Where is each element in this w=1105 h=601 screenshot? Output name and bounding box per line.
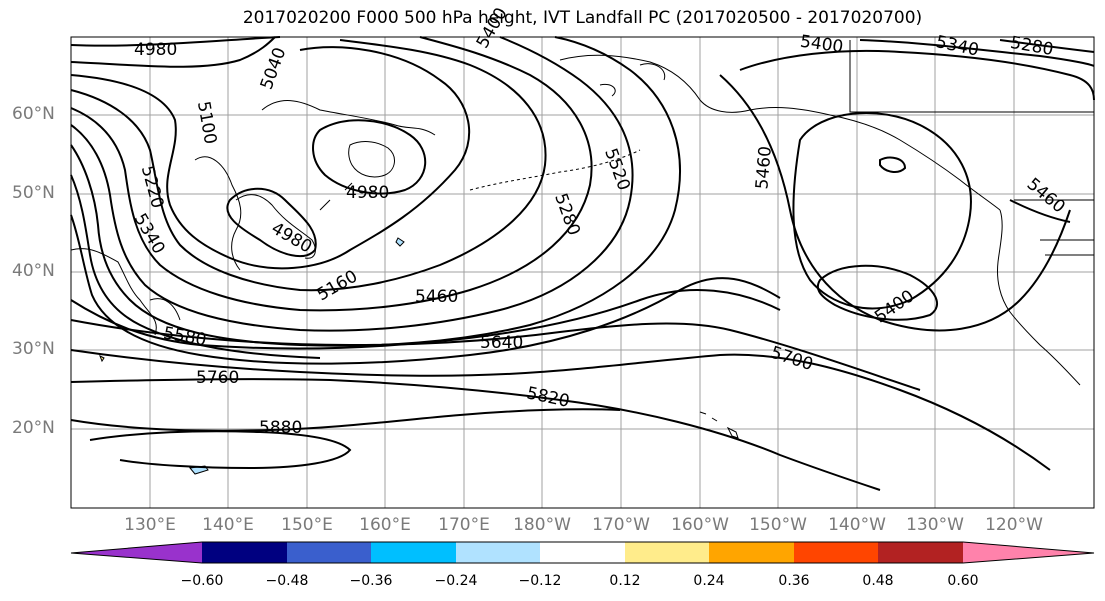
lon-label: 150°E <box>281 515 333 535</box>
coast-kurils <box>319 182 353 211</box>
colorbar-tick-label: −0.60 <box>180 573 224 589</box>
contour-label: 4980 <box>346 183 389 203</box>
coast-north-america <box>997 209 1081 386</box>
coast-alaska <box>559 54 1001 211</box>
colorbar-tick-label: 0.24 <box>693 573 725 589</box>
contour-label: 5640 <box>480 333 523 353</box>
colorbar-tick-label: 0.48 <box>862 573 894 589</box>
lon-label: 170°E <box>438 515 490 535</box>
lon-label: 130°E <box>124 515 176 535</box>
contour-label: 5460 <box>752 145 776 190</box>
colorbar-segment <box>709 542 794 563</box>
colorbar-segment <box>202 542 287 563</box>
borders <box>849 40 1094 256</box>
contour-5160 <box>70 39 547 292</box>
lat-label: 20°N <box>12 418 55 438</box>
lon-label: 140°W <box>828 515 886 535</box>
colorbar-segment <box>878 542 963 563</box>
contour-5100 <box>70 46 471 270</box>
map-frame <box>70 36 1095 509</box>
contour-5880 <box>89 430 352 470</box>
contour-5400-low <box>816 264 939 321</box>
contour-label: 5880 <box>259 418 302 438</box>
colorbar-extend-low <box>71 542 202 563</box>
lon-label: 140°E <box>202 515 254 535</box>
colorbar-tick-label: −0.36 <box>349 573 393 589</box>
lon-label: 130°W <box>906 515 964 535</box>
contour-label: 5760 <box>196 368 239 388</box>
contour-5400-east <box>739 49 1095 101</box>
contour-5520-east <box>719 74 1071 332</box>
contour-5280 <box>70 36 634 332</box>
colorbar-tick-label: −0.12 <box>518 573 562 589</box>
contour-5040 <box>70 36 276 68</box>
lat-label: 60°N <box>12 104 55 124</box>
colorbar-outline <box>70 541 1095 564</box>
coast-aleutians <box>469 149 641 191</box>
contour-5460-gyre <box>792 112 972 310</box>
lon-label: 160°W <box>671 515 729 535</box>
graticule <box>71 37 1094 508</box>
contour-4980-north <box>70 36 281 47</box>
contour-5340-east <box>859 39 1095 67</box>
map-title: 2017020200 F000 500 hPa height, IVT Land… <box>242 8 923 28</box>
lon-label: 150°W <box>749 515 807 535</box>
contour-5580 <box>70 288 781 350</box>
contour-5700 <box>70 349 1051 471</box>
contour-5820 <box>70 408 621 432</box>
island-midway <box>395 237 405 247</box>
contour-5640 <box>70 319 921 391</box>
contour-label: 4980 <box>134 40 177 60</box>
lat-label: 40°N <box>12 261 55 281</box>
colorbar-tick-label: 0.60 <box>947 573 979 589</box>
contour-4980-low-okhotsk <box>226 187 317 258</box>
contour-label: 5460 <box>415 287 458 307</box>
coast-okhotsk <box>235 194 316 259</box>
lon-label: 170°W <box>592 515 650 535</box>
colorbar-segment <box>794 542 878 563</box>
contour-5220 <box>70 36 593 312</box>
lon-label: 180°W <box>513 515 571 535</box>
lon-label: 160°E <box>359 515 411 535</box>
contour-5340-small <box>879 156 907 173</box>
contour-5460-east <box>1009 199 1071 223</box>
contour-5760 <box>70 378 881 491</box>
contour-5400-west <box>70 174 321 359</box>
lat-label: 50°N <box>12 183 55 203</box>
coast-kamchatka <box>348 141 395 178</box>
height-contours <box>70 36 1095 491</box>
lon-label: 120°W <box>985 515 1043 535</box>
coast-hawaii <box>699 411 739 439</box>
coast-alaska-islands <box>599 63 666 97</box>
coastlines <box>70 40 1094 475</box>
colorbar-tick-label: −0.24 <box>434 573 478 589</box>
colorbar-segment <box>287 542 371 563</box>
colorbar-tick-label: 0.36 <box>778 573 810 589</box>
contour-5280-east <box>999 39 1095 53</box>
island-okinawa <box>99 354 105 363</box>
colorbar-tick-label: 0.12 <box>609 573 641 589</box>
coast-siberia <box>261 100 436 136</box>
colorbar-tick-label: −0.48 <box>265 573 309 589</box>
colorbar-extend-high <box>963 542 1094 563</box>
colorbar-segment <box>456 542 540 563</box>
lat-label: 30°N <box>12 339 55 359</box>
contour-4980-low-kamchatka <box>312 119 427 195</box>
colorbar-segment <box>540 542 625 563</box>
colorbar-segment <box>371 542 456 563</box>
colorbar <box>70 541 1095 564</box>
colorbar-segment <box>625 542 709 563</box>
